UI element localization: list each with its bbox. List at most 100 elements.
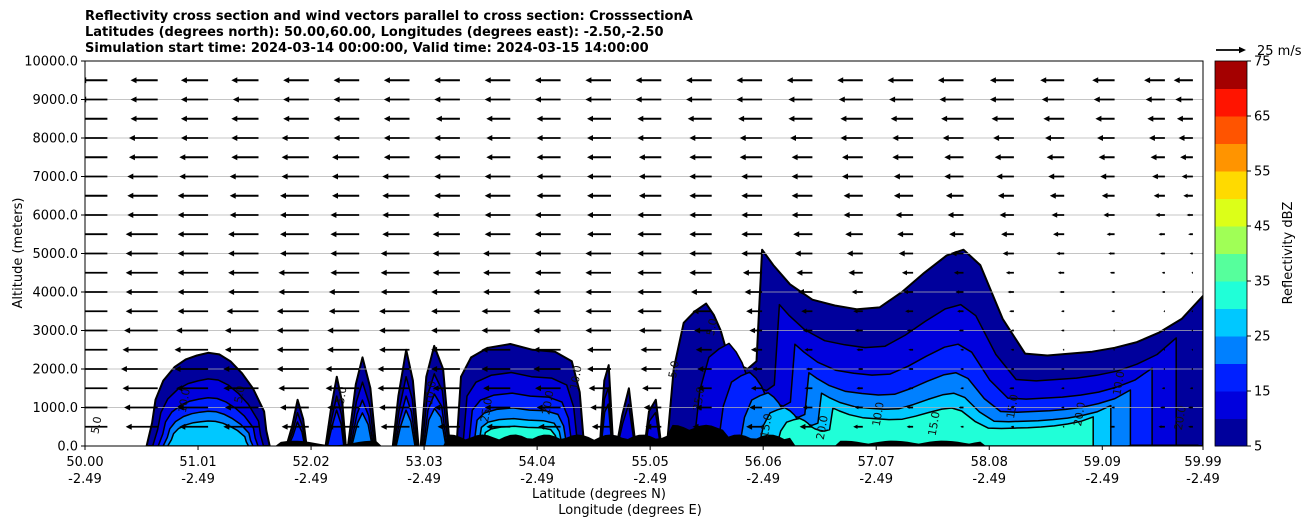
wind-vector <box>280 404 309 411</box>
wind-vector <box>689 192 712 199</box>
wind-vector <box>1048 173 1065 180</box>
wind-vector <box>587 212 611 218</box>
contour-label: 10.0 <box>568 364 585 390</box>
wind-vector <box>535 212 561 218</box>
x-tick-label-lat: 53.03 <box>405 455 442 470</box>
wind-vector <box>991 115 1014 122</box>
wind-vector <box>333 77 360 84</box>
wind-vector <box>903 289 914 295</box>
wind-vector <box>585 250 611 257</box>
wind-vector <box>898 250 914 257</box>
wind-vector <box>742 269 763 276</box>
wind-vector <box>85 175 108 178</box>
wind-vector <box>1043 115 1065 122</box>
wind-vector <box>960 387 964 390</box>
colorbar-tick-label: 5 <box>1254 440 1262 455</box>
wind-vector <box>689 231 712 238</box>
colorbar-bin-45 <box>1215 198 1247 227</box>
wind-vector <box>536 154 561 161</box>
wind-vector <box>535 269 561 276</box>
wind-vector <box>228 269 259 276</box>
wind-vector <box>327 327 360 334</box>
wind-vector <box>1062 348 1065 351</box>
wind-vector <box>283 115 309 122</box>
contour-label: 20.0 <box>814 414 831 440</box>
wind-vector <box>382 173 410 180</box>
wind-vector <box>176 327 209 334</box>
y-tick-label: 9000.0 <box>33 93 79 108</box>
wind-vector <box>997 192 1014 199</box>
wind-vector <box>434 135 460 141</box>
wind-vector <box>333 115 360 122</box>
wind-vector <box>431 308 460 315</box>
wind-vector <box>1061 387 1065 390</box>
wind-vector <box>853 424 863 429</box>
x-tick-label-lon: -2.49 <box>181 472 215 487</box>
wind-vector <box>484 96 511 103</box>
wind-vector <box>379 404 410 411</box>
x-axis-label-longitude: Longitude (degrees E) <box>558 503 702 518</box>
wind-vector <box>1161 387 1165 390</box>
wind-vector <box>431 327 460 334</box>
wind-vector <box>587 115 611 122</box>
wind-vector <box>434 96 460 103</box>
wind-vector <box>224 327 259 334</box>
wind-vector <box>858 367 863 371</box>
wind-vector <box>486 135 511 141</box>
wind-vector <box>1163 310 1165 313</box>
x-tick-label-lat: 58.08 <box>971 455 1008 470</box>
wind-vector <box>741 173 763 180</box>
wind-vector <box>1191 291 1193 293</box>
wind-vector <box>856 348 863 352</box>
y-tick-label: 7000.0 <box>33 170 79 185</box>
wind-vector <box>380 250 410 257</box>
wind-vector <box>332 192 360 199</box>
wind-vector <box>638 154 662 161</box>
wind-vector <box>228 250 259 257</box>
wind-vector <box>686 96 712 103</box>
wind-vector <box>588 385 611 392</box>
wind-vector <box>125 231 158 238</box>
wind-vector <box>177 404 209 411</box>
wind-vector <box>85 137 108 139</box>
wind-vector <box>1153 193 1165 199</box>
contour-label: 20.0 <box>1172 405 1189 431</box>
wind-vector <box>380 269 410 276</box>
wind-vector <box>837 77 863 84</box>
wind-vector <box>794 250 813 257</box>
wind-vector <box>280 212 309 218</box>
wind-vector <box>85 117 108 120</box>
wind-vector <box>434 192 460 199</box>
wind-vector <box>276 366 309 372</box>
wind-vector <box>432 231 460 238</box>
colorbar-tick-label: 75 <box>1254 55 1271 70</box>
wind-vector <box>1191 310 1193 313</box>
wind-vector <box>432 212 460 218</box>
wind-vector <box>1053 231 1065 237</box>
wind-vector <box>85 291 108 293</box>
wind-vector <box>382 192 410 199</box>
contour-label: 10.0 <box>422 380 439 406</box>
wind-vector <box>85 77 108 84</box>
colorbar-frame <box>1214 60 1248 447</box>
wind-vector <box>179 154 209 161</box>
wind-vector <box>791 154 813 161</box>
wind-vector <box>231 115 259 122</box>
wind-vector <box>942 135 964 141</box>
x-tick-label-lat: 57.07 <box>858 455 895 470</box>
wind-vector <box>1191 348 1193 351</box>
wind-vector <box>1188 406 1193 409</box>
y-axis-label: Altitude (meters) <box>11 198 26 309</box>
colorbar-bin-15 <box>1215 363 1247 392</box>
quiver-key-arrow <box>1216 46 1246 54</box>
wind-vector <box>697 366 712 372</box>
wind-vector <box>130 77 158 84</box>
wind-vector <box>939 96 964 103</box>
wind-vector <box>1009 310 1014 313</box>
wind-vector <box>1061 310 1065 313</box>
wind-vector <box>483 289 511 295</box>
wind-vector <box>231 135 259 141</box>
wind-vector <box>642 385 662 392</box>
wind-vector <box>280 192 309 199</box>
x-tick-label-lon: -2.49 <box>294 472 328 487</box>
